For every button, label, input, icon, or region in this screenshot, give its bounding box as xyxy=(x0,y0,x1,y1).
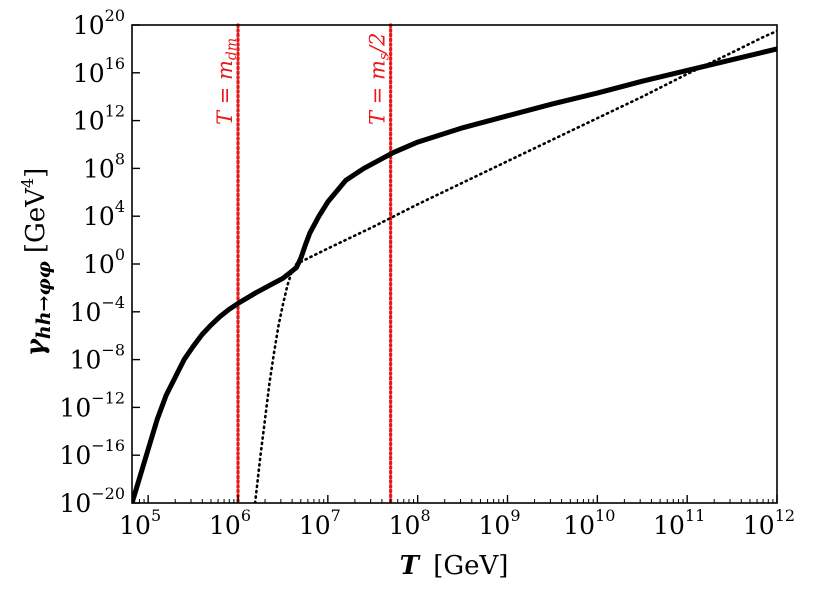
series-group xyxy=(132,29,777,503)
y-tick-label: 1020 xyxy=(73,6,125,40)
x-tick-label: 107 xyxy=(299,506,341,540)
vertical-marker-label: T = mdm xyxy=(213,38,240,125)
x-tick-label: 1011 xyxy=(653,506,705,540)
x-axis-ticks: 105 106 107 108 109 1010 1011 1012 xyxy=(119,495,795,540)
y-tick-label: 10−16 xyxy=(59,436,125,470)
x-axis-symbol: T xyxy=(400,551,421,581)
x-tick-label: 1010 xyxy=(563,506,615,540)
y-axis-symbol: γ xyxy=(21,337,51,356)
y-axis-title: γhh→φφ [GeV4] xyxy=(18,168,55,357)
vertical-markers: T = mdm T = ms/2 xyxy=(213,23,393,505)
y-axis-ticks: 1020 1016 1012 108 104 100 10−4 10−8 10−12 10−16 1… xyxy=(59,6,140,518)
y-tick-label: 10−8 xyxy=(70,341,125,375)
y-tick-label: 10−4 xyxy=(70,293,125,327)
series-line-total xyxy=(132,46,777,503)
vertical-marker-label: T = ms/2 xyxy=(366,33,393,126)
y-axis-unit: [GeV xyxy=(21,187,51,253)
y-tick-label: 1012 xyxy=(73,102,125,136)
series-line-component xyxy=(253,29,777,503)
y-tick-label: 108 xyxy=(83,149,125,183)
y-tick-label: 104 xyxy=(83,197,125,231)
y-tick-label: 1016 xyxy=(73,54,125,88)
y-axis-subscript: hh→φφ xyxy=(33,261,55,339)
x-tick-label: 108 xyxy=(389,506,431,540)
x-axis-unit: [GeV] xyxy=(433,551,508,581)
x-tick-label: 109 xyxy=(479,506,521,540)
y-tick-label: 100 xyxy=(83,245,125,279)
y-axis-unit-power: 4 xyxy=(18,178,37,188)
x-axis-title: T [GeV] xyxy=(400,551,509,581)
x-tick-label: 106 xyxy=(209,506,251,540)
y-tick-label: 10−20 xyxy=(59,484,125,518)
x-tick-label: 105 xyxy=(119,506,161,540)
y-tick-label: 10−12 xyxy=(59,388,125,422)
y-axis-unit-close: ] xyxy=(21,168,51,178)
x-tick-label: 1012 xyxy=(743,506,795,540)
